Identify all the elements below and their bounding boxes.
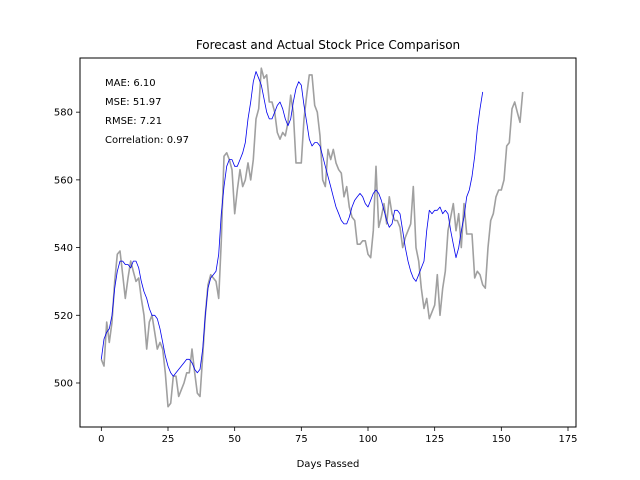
x-tick-label: 50: [228, 434, 241, 445]
series-2-line: [100, 71, 484, 377]
y-tick-label: 520: [54, 311, 73, 322]
y-tick-label: 500: [54, 378, 73, 389]
x-axis-label: Days Passed: [297, 459, 360, 470]
x-tick-label: 75: [295, 434, 308, 445]
x-tick-label: 125: [425, 434, 444, 445]
x-tick-label: 175: [558, 434, 577, 445]
series-1-line: [100, 67, 524, 408]
metric-line: RMSE: 7.21: [105, 116, 162, 127]
x-tick-label: 100: [358, 434, 377, 445]
metric-line: MSE: 51.97: [105, 97, 161, 108]
plot-area: [100, 67, 524, 408]
y-axis: 500 520 540 560 580: [54, 108, 80, 389]
y-tick-label: 580: [54, 108, 73, 119]
metrics-annotation: MAE: 6.10 MSE: 51.97 RMSE: 7.21 Correlation…: [105, 78, 189, 146]
plot-frame: [79, 57, 577, 428]
chart-title: Forecast and Actual Stock Price Comparis…: [196, 38, 460, 52]
y-tick-label: 560: [54, 175, 73, 186]
x-tick-label: 0: [98, 434, 104, 445]
metric-line: Correlation: 0.97: [105, 135, 189, 146]
metric-line: MAE: 6.10: [105, 78, 156, 89]
x-axis: 0 25 50 75 100 125 150 175: [98, 427, 578, 445]
x-tick-label: 25: [162, 434, 175, 445]
y-tick-label: 540: [54, 243, 73, 254]
x-tick-label: 150: [492, 434, 511, 445]
